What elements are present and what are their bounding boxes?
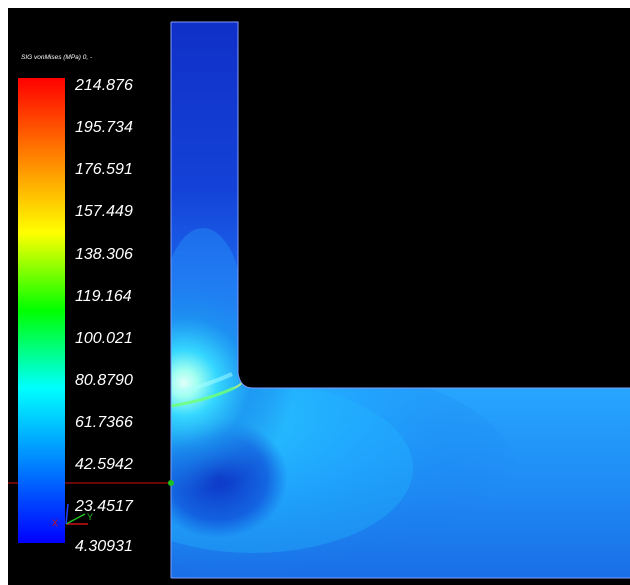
origin-marker: [168, 480, 174, 486]
tick-label: 80.8790: [75, 372, 133, 389]
tick-label: 61.7366: [75, 414, 133, 431]
tick-label: 4.30931: [75, 538, 133, 555]
tick-label: 138.306: [75, 246, 133, 263]
colorbar: [18, 78, 65, 543]
tick-label: 176.591: [75, 161, 133, 178]
axis-x-label: X: [52, 518, 59, 528]
legend-title: SIG vonMises (MPa) 0, -: [21, 54, 93, 61]
tick-label: 195.734: [75, 119, 133, 136]
stress-field-model[interactable]: [8, 8, 630, 585]
tick-label: 42.5942: [75, 456, 133, 473]
tick-label: 100.021: [75, 330, 133, 347]
render-window[interactable]: SIG vonMises (MPa) 0, - 214.876 195.734 …: [8, 8, 630, 585]
axis-y-label: Y: [87, 512, 94, 522]
axes-triad: [65, 503, 88, 525]
tick-label: 157.449: [75, 203, 133, 220]
tick-label: 23.4517: [75, 498, 133, 515]
tick-label: 119.164: [75, 288, 132, 305]
stress-contours: [171, 22, 630, 578]
tick-label: 214.876: [75, 77, 133, 94]
